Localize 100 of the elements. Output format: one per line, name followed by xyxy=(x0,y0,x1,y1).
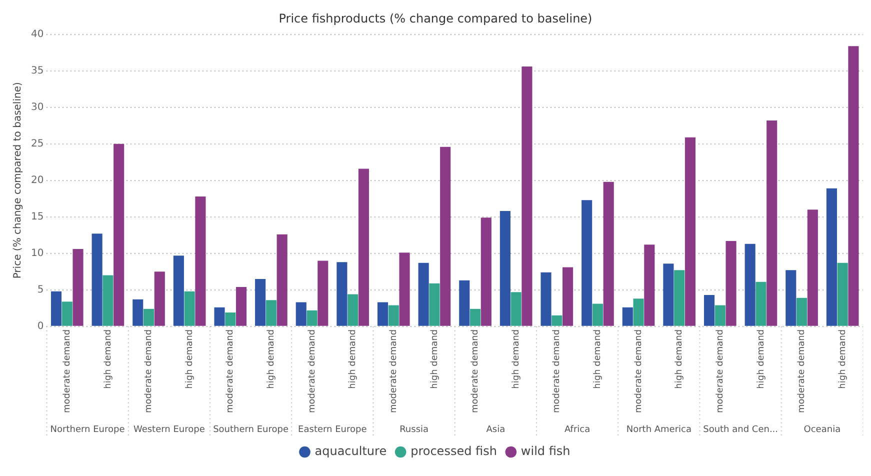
bar xyxy=(266,300,276,326)
bar xyxy=(826,188,837,326)
bar xyxy=(348,294,358,326)
bar xyxy=(622,307,633,326)
x-tick-label: moderate demand xyxy=(797,329,808,414)
bar xyxy=(684,137,696,326)
bar xyxy=(470,308,481,326)
bar xyxy=(50,291,62,326)
bar xyxy=(592,304,603,326)
bar xyxy=(195,196,206,326)
bar xyxy=(114,144,124,326)
y-tick-label: 35 xyxy=(30,65,44,76)
text: Africa xyxy=(564,424,590,435)
x-tick-label: high demand xyxy=(103,329,114,389)
bar xyxy=(429,283,440,326)
y-tick-label: 25 xyxy=(30,138,44,150)
bar xyxy=(837,262,848,326)
x-tick-label: high demand xyxy=(430,329,440,389)
bar xyxy=(225,312,236,326)
bar xyxy=(143,308,154,326)
y-tick-label: 0 xyxy=(37,320,44,332)
x-tick-label: moderate demand xyxy=(307,329,318,414)
bar xyxy=(236,286,247,326)
bar xyxy=(540,272,552,326)
bar xyxy=(704,294,715,326)
x-tick-label: moderate demand xyxy=(388,329,399,414)
bar xyxy=(418,262,429,326)
bar xyxy=(744,244,756,326)
bar xyxy=(552,315,562,326)
bar xyxy=(674,270,685,326)
bar xyxy=(399,252,410,326)
bar xyxy=(276,234,288,326)
bar xyxy=(786,270,796,326)
text: Oceania xyxy=(804,424,841,435)
x-tick-label: moderate demand xyxy=(144,329,154,414)
text: Asia xyxy=(486,424,506,435)
bar xyxy=(726,240,736,326)
bar xyxy=(62,302,72,326)
bar xyxy=(336,262,348,326)
bar xyxy=(644,244,655,326)
bar xyxy=(848,46,859,326)
legend-label: processed fish xyxy=(410,444,497,458)
bar xyxy=(756,282,766,326)
bar xyxy=(633,298,644,326)
y-tick-label: 40 xyxy=(30,28,44,40)
bar xyxy=(480,218,492,326)
bar xyxy=(796,298,808,326)
x-tick-label: moderate demand xyxy=(470,329,481,414)
x-tick-label: high demand xyxy=(593,329,604,389)
bar xyxy=(603,182,614,326)
bar xyxy=(102,275,114,326)
bar xyxy=(807,210,818,326)
chart-title: Price fishproducts (% change compared to baseline) xyxy=(278,11,592,26)
bar xyxy=(766,120,778,326)
y-axis-title: Price (% change compared to baseline) xyxy=(12,82,24,279)
y-tick-label: 15 xyxy=(30,211,44,222)
bar xyxy=(500,211,510,326)
x-tick-label: high demand xyxy=(184,329,195,389)
text: North America xyxy=(626,424,692,435)
bar xyxy=(214,307,225,326)
bar xyxy=(582,200,592,326)
x-tick-label: moderate demand xyxy=(226,329,236,414)
text: Eastern Europe xyxy=(298,424,368,435)
bar xyxy=(173,256,184,326)
bar xyxy=(132,299,144,326)
bar xyxy=(184,291,195,326)
x-tick-label: moderate demand xyxy=(552,329,562,414)
x-tick-label: high demand xyxy=(838,329,848,389)
text: Southern Europe xyxy=(213,424,289,435)
bar xyxy=(92,234,102,326)
bar xyxy=(306,310,318,326)
bar xyxy=(510,292,522,326)
bar xyxy=(714,305,726,326)
x-tick-label: high demand xyxy=(511,329,522,389)
bar xyxy=(440,146,451,326)
bar xyxy=(358,168,369,326)
text: Northern Europe xyxy=(50,424,126,435)
bar xyxy=(377,302,388,326)
x-tick-label: high demand xyxy=(674,329,685,389)
bar xyxy=(318,260,328,326)
x-tick-label: high demand xyxy=(266,329,277,389)
y-tick-label: 20 xyxy=(30,174,44,186)
bar xyxy=(255,278,266,326)
bar xyxy=(663,264,674,326)
bar xyxy=(562,267,574,326)
y-tick-label: 30 xyxy=(30,102,44,113)
bar xyxy=(388,305,399,326)
bar xyxy=(72,249,84,326)
legend-label: aquaculture xyxy=(314,444,387,458)
bar xyxy=(522,66,532,326)
x-tick-label: high demand xyxy=(348,329,358,389)
text: South and Cen... xyxy=(703,424,778,435)
legend-label: wild fish xyxy=(520,444,570,458)
bar xyxy=(459,280,470,326)
text: Western Europe xyxy=(133,424,206,435)
x-tick-label: moderate demand xyxy=(715,329,726,414)
x-tick-label: high demand xyxy=(756,329,766,389)
bar xyxy=(154,272,165,326)
x-tick-label: moderate demand xyxy=(62,329,72,414)
bar xyxy=(296,302,306,326)
